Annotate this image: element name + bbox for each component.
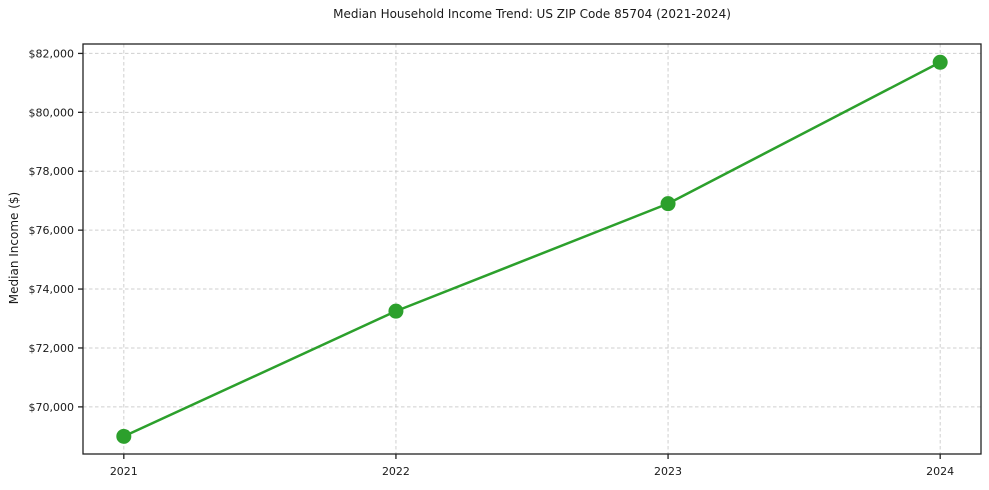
x-tick-label: 2022 bbox=[382, 465, 410, 478]
trend-line bbox=[122, 61, 942, 438]
y-tick-label: $72,000 bbox=[29, 342, 75, 355]
y-tick-label: $70,000 bbox=[29, 401, 75, 414]
y-tick-label: $74,000 bbox=[29, 283, 75, 296]
y-tick-label: $82,000 bbox=[29, 47, 75, 60]
data-point-2023 bbox=[660, 196, 676, 212]
x-tick-label: 2024 bbox=[926, 465, 954, 478]
plot-border bbox=[82, 43, 982, 455]
chart-title: Median Household Income Trend: US ZIP Co… bbox=[333, 7, 731, 21]
y-tick-label: $76,000 bbox=[29, 224, 75, 237]
data-point-2022 bbox=[388, 303, 404, 319]
x-tick-label: 2021 bbox=[110, 465, 138, 478]
y-tick-label: $80,000 bbox=[29, 106, 75, 119]
data-point-2021 bbox=[116, 428, 132, 444]
y-tick-label: $78,000 bbox=[29, 165, 75, 178]
data-point-2024 bbox=[932, 54, 948, 70]
x-tick-label: 2023 bbox=[654, 465, 682, 478]
